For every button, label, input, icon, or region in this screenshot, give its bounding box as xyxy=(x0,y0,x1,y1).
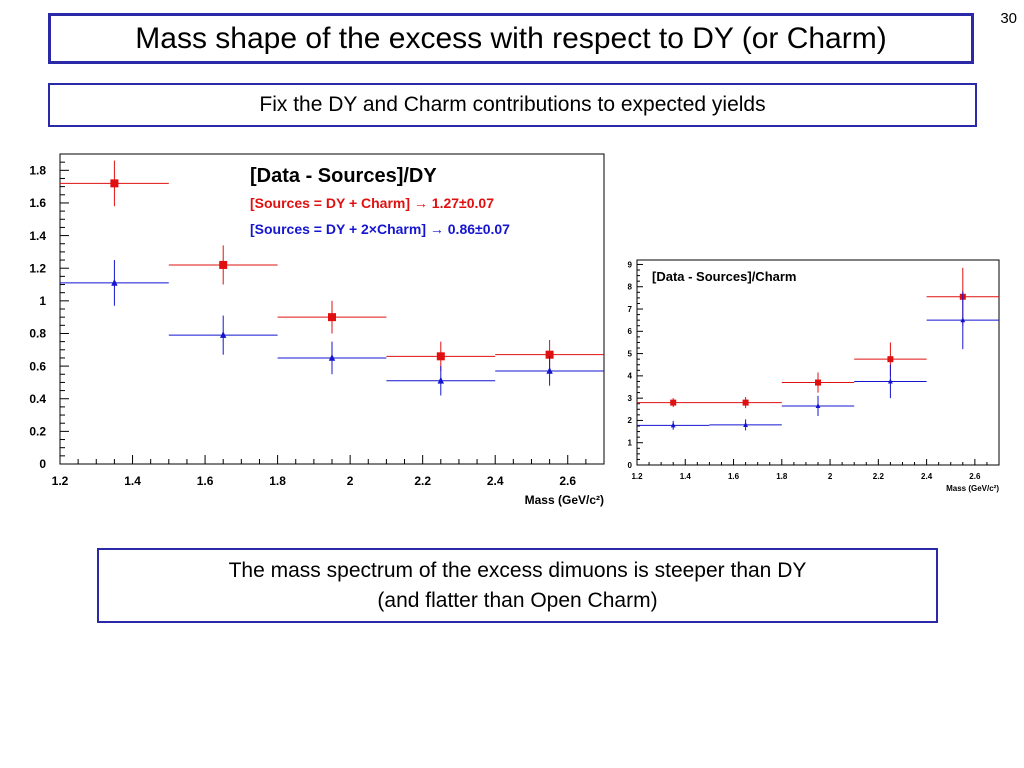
x-tick-label: 1.2 xyxy=(52,474,69,488)
slide-number: 30 xyxy=(1000,10,1017,27)
y-tick-label: 1.2 xyxy=(29,261,46,275)
x-tick-label: 2.4 xyxy=(921,472,933,481)
x-tick-label: 2.4 xyxy=(487,474,504,488)
legend-entry-1: [Sources = DY + 2×Charm] → 0.86±0.07 xyxy=(250,221,510,237)
y-tick-label: 5 xyxy=(628,349,633,358)
series-1-point xyxy=(888,378,893,384)
series-1-point xyxy=(328,353,336,361)
legend-entry-0: [Sources = DY + Charm] → 1.27±0.07 xyxy=(250,195,494,211)
y-tick-label: 1 xyxy=(39,294,46,308)
title-box: Mass shape of the excess with respect to… xyxy=(48,13,974,64)
y-tick-label: 7 xyxy=(628,305,633,314)
x-tick-label: 1.4 xyxy=(124,474,141,488)
plot-frame xyxy=(636,259,1000,466)
conclusion-box: The mass spectrum of the excess dimuons … xyxy=(97,548,938,623)
series-0-point xyxy=(436,352,445,361)
x-tick-label: 2.6 xyxy=(969,472,981,481)
x-tick-label: 1.8 xyxy=(776,472,788,481)
x-tick-label: 1.8 xyxy=(269,474,286,488)
series-1-point xyxy=(960,317,966,323)
series-1-point xyxy=(437,376,444,384)
y-tick-label: 0.6 xyxy=(29,359,46,373)
y-tick-label: 1.8 xyxy=(29,164,46,178)
x-axis-title: Mass (GeV/c²) xyxy=(525,493,604,507)
x-tick-label: 1.4 xyxy=(680,472,692,481)
series-0-point xyxy=(110,179,119,188)
series-1-point xyxy=(743,421,748,427)
slide-subtitle: Fix the DY and Charm contributions to ex… xyxy=(259,93,766,116)
series-0-point xyxy=(887,356,894,363)
subtitle-box: Fix the DY and Charm contributions to ex… xyxy=(48,83,977,127)
x-tick-label: 2.6 xyxy=(559,474,576,488)
x-tick-label: 1.6 xyxy=(728,472,740,481)
x-tick-label: 2 xyxy=(828,472,833,481)
x-axis-title: Mass (GeV/c²) xyxy=(946,484,999,493)
x-tick-label: 1.2 xyxy=(631,472,643,481)
x-tick-label: 2.2 xyxy=(873,472,885,481)
y-tick-label: 1.6 xyxy=(29,196,46,210)
y-tick-label: 3 xyxy=(628,394,633,403)
series-0-point xyxy=(815,379,821,386)
series-1-point xyxy=(111,278,118,286)
conclusion-line-1: The mass spectrum of the excess dimuons … xyxy=(228,558,807,582)
y-tick-label: 2 xyxy=(628,416,633,425)
x-tick-label: 2.2 xyxy=(414,474,431,488)
chart-title: [Data - Sources]/DY xyxy=(250,165,437,187)
y-tick-label: 9 xyxy=(628,260,633,269)
y-tick-label: 8 xyxy=(628,283,633,292)
series-0-point xyxy=(219,260,228,269)
series-1-point xyxy=(670,422,676,428)
series-0-point xyxy=(328,313,336,322)
y-tick-label: 1.4 xyxy=(29,229,46,243)
y-tick-label: 0.8 xyxy=(29,327,46,341)
series-1-point xyxy=(815,402,821,409)
series-1-point xyxy=(220,331,227,338)
y-tick-label: 0.2 xyxy=(29,425,46,439)
y-tick-label: 0 xyxy=(39,457,46,471)
series-0-point xyxy=(959,293,966,300)
chart-title: [Data - Sources]/Charm xyxy=(652,269,796,284)
y-tick-label: 0 xyxy=(628,461,633,470)
x-tick-label: 2 xyxy=(347,474,354,488)
series-0-point xyxy=(545,350,554,359)
y-tick-label: 4 xyxy=(628,372,633,381)
series-0-point xyxy=(742,399,749,406)
series-0-point xyxy=(670,399,677,406)
y-tick-label: 0.4 xyxy=(29,392,46,406)
series-1-point xyxy=(546,367,553,374)
slide-title: Mass shape of the excess with respect to… xyxy=(135,21,887,55)
y-tick-label: 6 xyxy=(628,327,633,336)
plot-frame xyxy=(59,153,605,465)
y-tick-label: 1 xyxy=(628,439,633,448)
x-tick-label: 1.6 xyxy=(197,474,214,488)
conclusion-line-2: (and flatter than Open Charm) xyxy=(377,588,658,612)
